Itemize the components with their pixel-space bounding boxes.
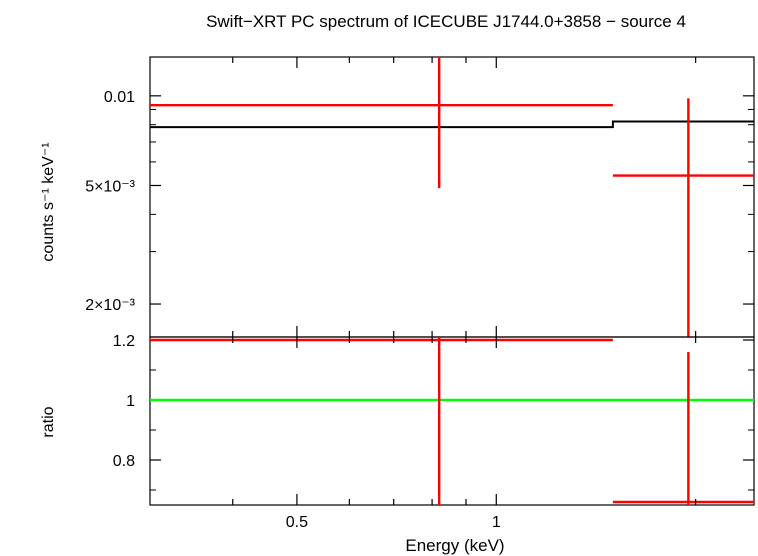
chart-title: Swift−XRT PC spectrum of ICECUBE J1744.0… xyxy=(206,12,686,31)
spectrum-y-ticks: 0.01 5×10⁻³ 2×10⁻³ xyxy=(85,89,754,314)
ratio-frame xyxy=(149,336,755,506)
ratio-data-point xyxy=(612,352,754,505)
ratio-y-axis-label: ratio xyxy=(40,406,57,437)
ratio-y-tick-label: 1 xyxy=(126,393,135,410)
ratio-panel: 1.210.8 0.5 1 ratio Energy (keV) xyxy=(40,57,755,555)
spectrum-frame xyxy=(149,56,755,338)
spectrum-y-tick-label: 2×10⁻³ xyxy=(85,297,135,314)
spectrum-data xyxy=(150,57,754,337)
spectrum-model xyxy=(150,120,754,129)
ratio-data xyxy=(150,337,754,505)
spectrum-panel: 0.01 5×10⁻³ 2×10⁻³ counts s⁻¹ keV⁻¹ xyxy=(40,56,755,338)
ratio-y-tick-label: 0.8 xyxy=(113,453,135,470)
ratio-y-tick-label: 1.2 xyxy=(113,333,135,350)
x-tick-label: 1 xyxy=(492,514,501,531)
spectrum-data-point xyxy=(612,98,754,337)
spectrum-y-axis-label: counts s⁻¹ keV⁻¹ xyxy=(40,142,57,261)
spectrum-data-point xyxy=(150,57,613,189)
model-step-line xyxy=(150,120,754,129)
ratio-y-ticks: 1.2 1 0.8 xyxy=(113,333,754,491)
spectrum-y-tick-label: 0.01 xyxy=(104,89,135,106)
ratio-data-point xyxy=(150,337,613,505)
x-axis-label: Energy (keV) xyxy=(405,536,504,555)
x-tick-label: 0.5 xyxy=(286,514,308,531)
energy-x-ticks: 0.5 1 xyxy=(232,57,697,531)
spectrum-y-tick-label: 5×10⁻³ xyxy=(85,178,135,195)
